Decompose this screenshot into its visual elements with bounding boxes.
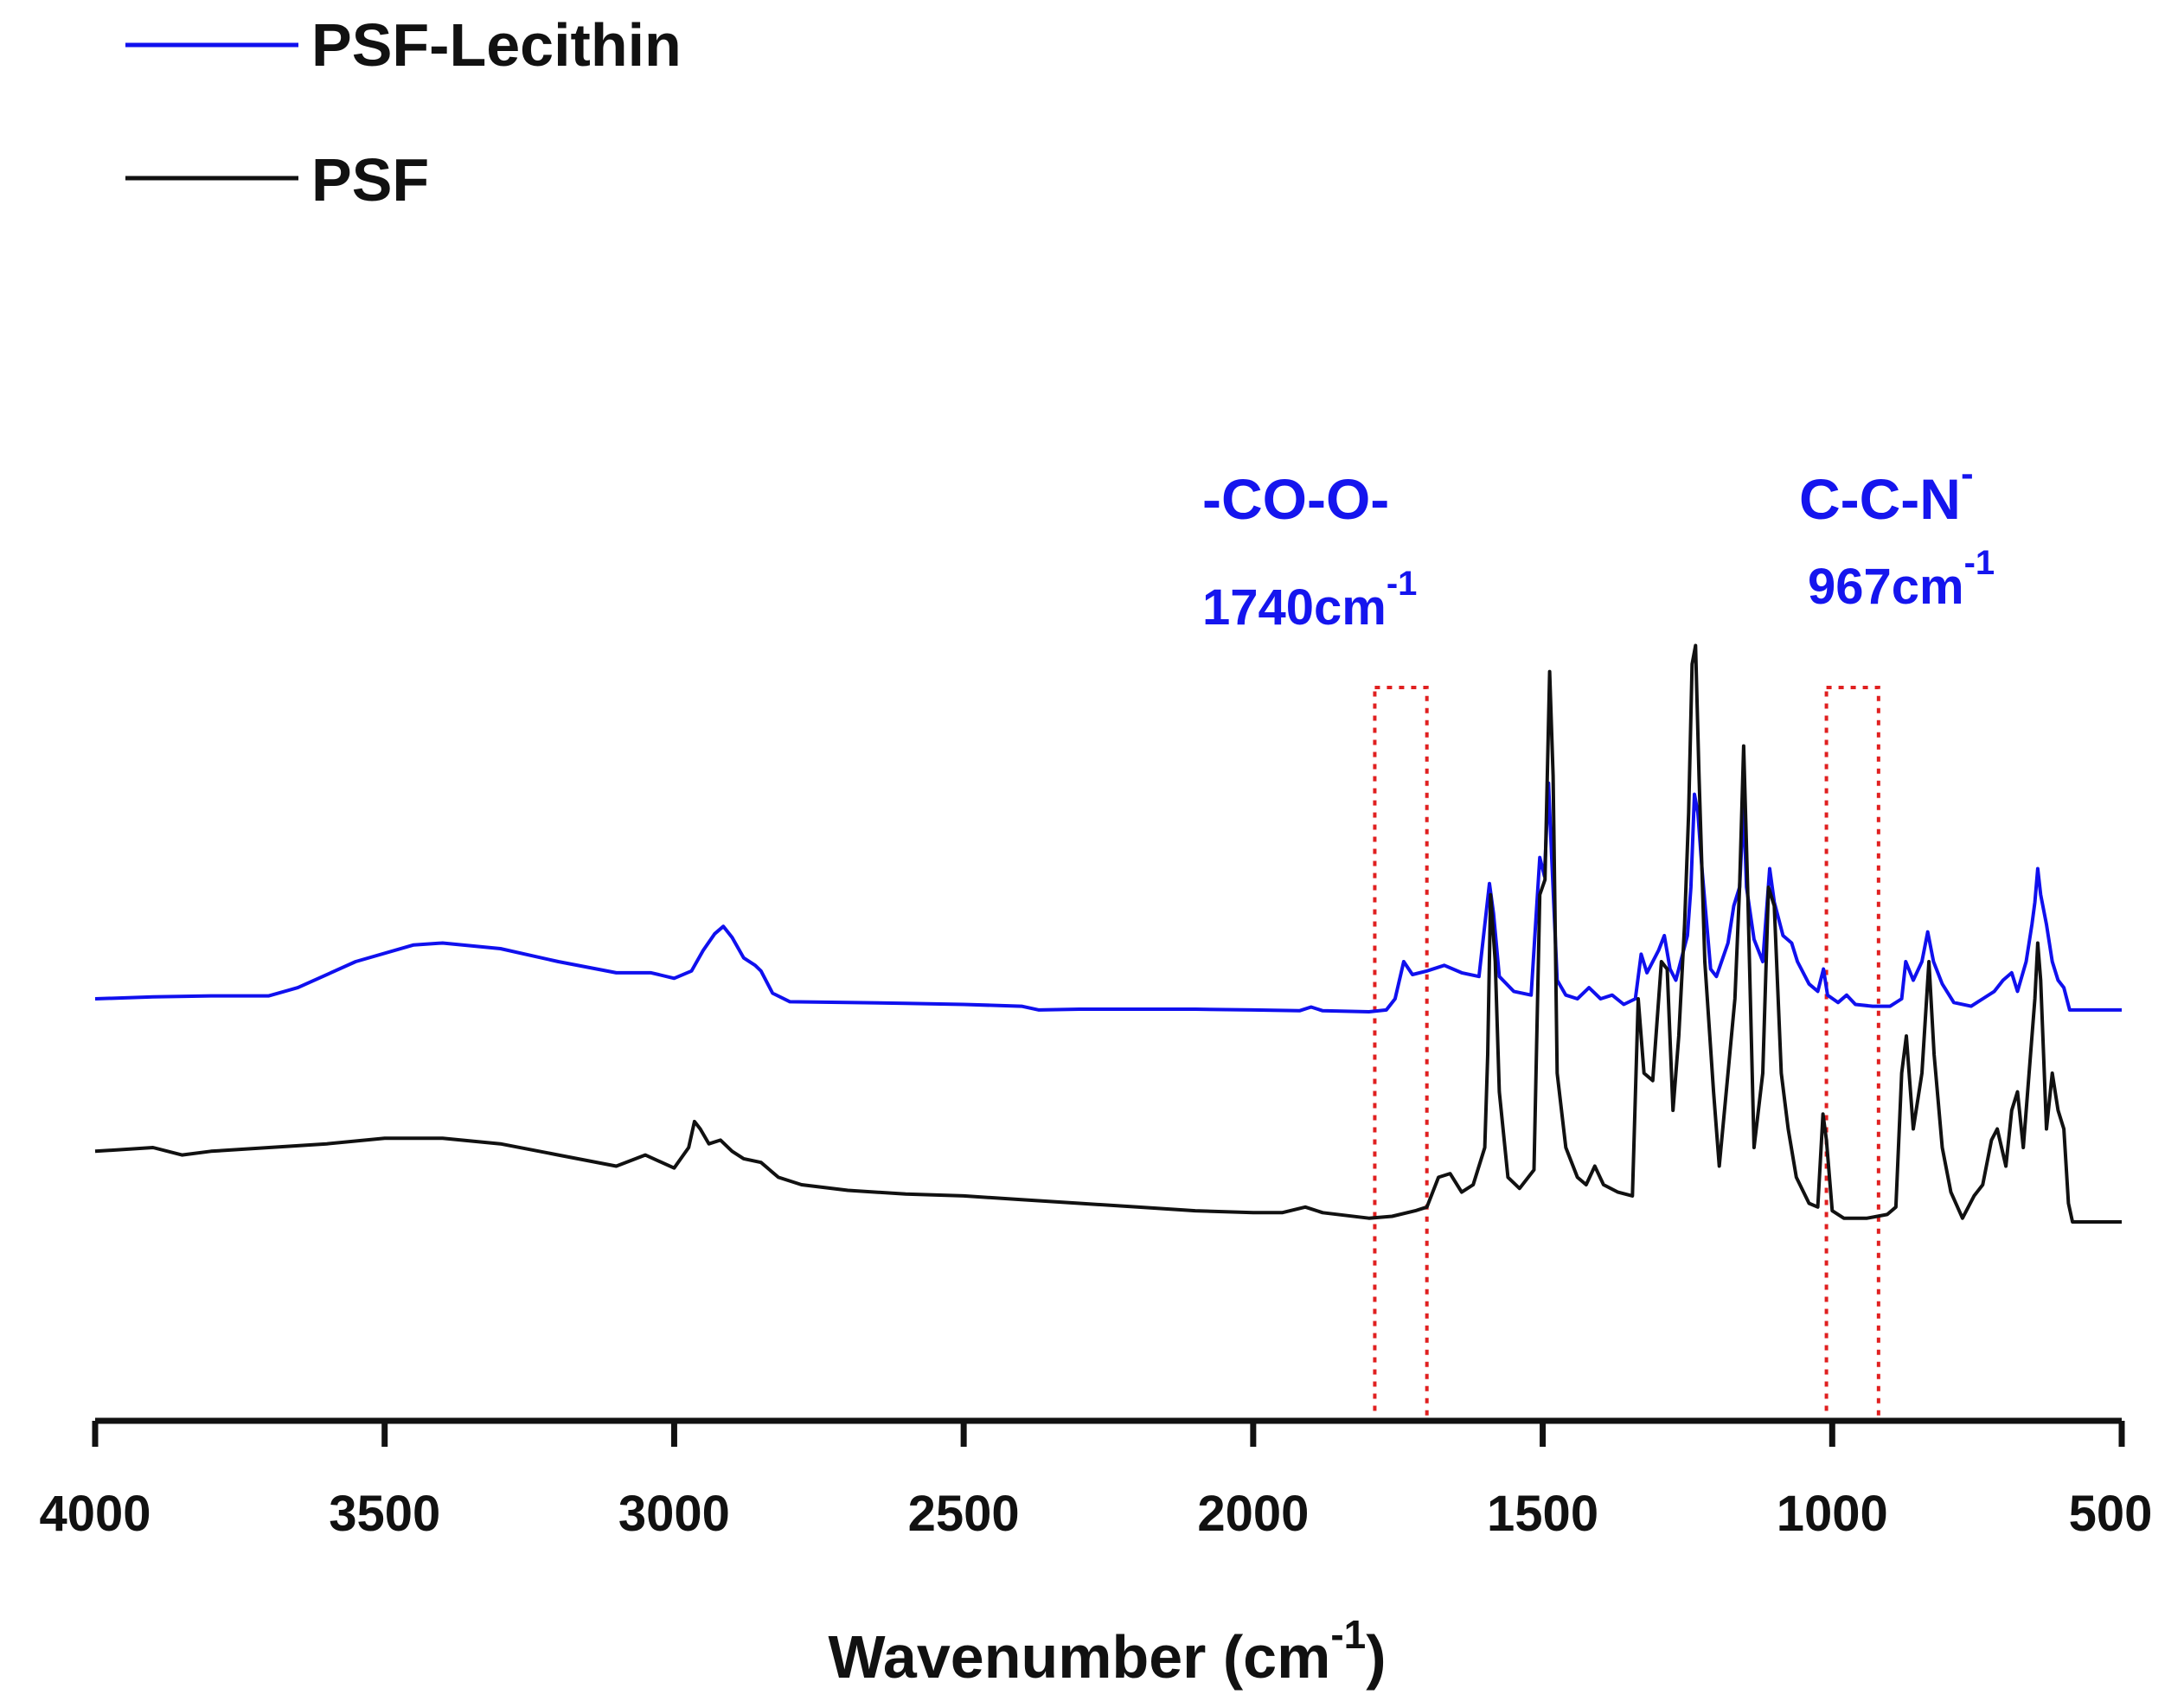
x-tick-label-2000: 2000 [1197,1486,1309,1542]
annotation-ccn-label: C-C-N- [1799,452,1974,531]
annotation-ester-label: -CO-O- [1202,467,1389,531]
series-line-psf [94,643,2122,1224]
x-axis-title-close: ) [1366,1623,1386,1691]
highlight-box-ester [1373,686,1429,1423]
x-axis-title: Wavenumber (cm-1) [828,1612,1386,1691]
x-axis: 4000 3500 3000 2500 2000 1500 1000 500 Wavenumb… [39,1417,2152,1691]
annotation-ccn-wavenumber-value: 967cm [1808,559,1964,615]
annotation-ccn: C-C-N- 967cm-1 [1799,452,1995,615]
annotation-ccn-wavenumber-sup: -1 [1964,544,1995,582]
annotation-ccn-label-main: C-C-N [1799,467,1961,531]
annotation-ccn-label-sup: - [1961,452,1974,495]
series-line-psf-lecithin [94,781,2122,1014]
x-axis-ticks: 4000 3500 3000 2500 2000 1500 1000 500 [39,1421,2152,1542]
annotation-ester-wavenumber-value: 1740cm [1202,579,1387,636]
x-tick-label-3500: 3500 [329,1486,440,1542]
annotation-ester-wavenumber: 1740cm-1 [1202,565,1417,636]
x-tick-label-2500: 2500 [908,1486,1020,1542]
x-tick-label-1000: 1000 [1777,1486,1888,1542]
annotation-ester: -CO-O- 1740cm-1 [1202,467,1417,636]
legend: PSF-Lecithin PSF [125,11,682,214]
annotation-ccn-wavenumber: 967cm-1 [1808,544,1995,615]
x-tick-label-500: 500 [2069,1486,2153,1542]
x-axis-title-sup: -1 [1330,1612,1366,1657]
x-tick-label-3000: 3000 [618,1486,730,1542]
x-axis-title-main: Wavenumber (cm [828,1623,1330,1691]
highlight-box-ccn [1824,686,1880,1423]
legend-label-psf: PSF [311,146,429,214]
x-tick-label-4000: 4000 [39,1486,151,1542]
x-tick-label-1500: 1500 [1487,1486,1598,1542]
annotation-ester-wavenumber-sup: -1 [1387,565,1418,603]
legend-label-psf-lecithin: PSF-Lecithin [311,11,682,79]
